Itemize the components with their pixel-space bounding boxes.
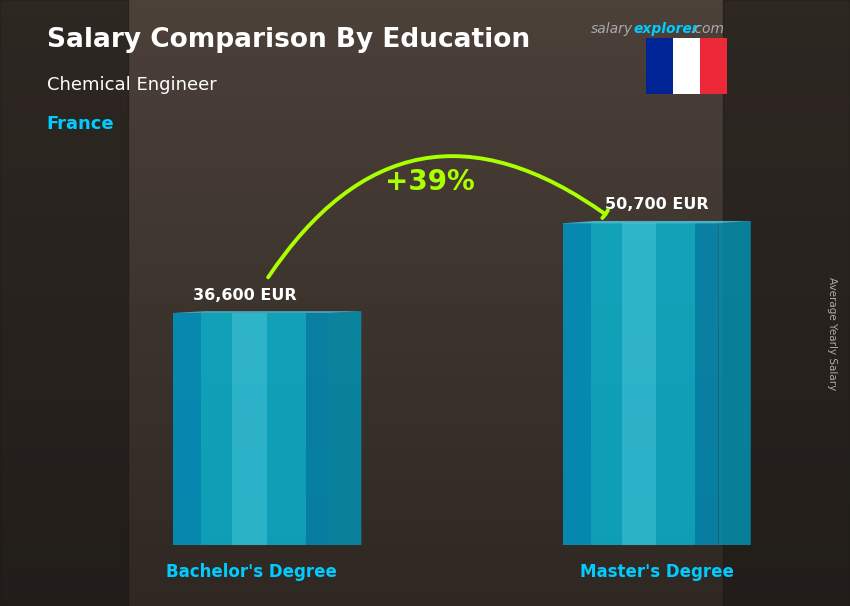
Polygon shape bbox=[563, 221, 751, 223]
Text: 36,600 EUR: 36,600 EUR bbox=[193, 287, 297, 302]
Polygon shape bbox=[173, 311, 361, 313]
Polygon shape bbox=[329, 311, 361, 545]
Bar bbox=[700, 38, 727, 94]
Text: 50,700 EUR: 50,700 EUR bbox=[605, 198, 709, 212]
Text: Master's Degree: Master's Degree bbox=[580, 563, 734, 581]
Polygon shape bbox=[232, 313, 267, 545]
Polygon shape bbox=[621, 223, 656, 545]
Text: Salary Comparison By Education: Salary Comparison By Education bbox=[47, 27, 530, 53]
Text: explorer: explorer bbox=[633, 22, 699, 36]
Polygon shape bbox=[563, 223, 591, 545]
Text: .com: .com bbox=[690, 22, 724, 36]
Polygon shape bbox=[695, 223, 718, 545]
Text: salary: salary bbox=[591, 22, 633, 36]
Text: Chemical Engineer: Chemical Engineer bbox=[47, 76, 217, 94]
Polygon shape bbox=[173, 313, 201, 545]
Text: Average Yearly Salary: Average Yearly Salary bbox=[827, 277, 837, 390]
Polygon shape bbox=[173, 313, 329, 545]
Polygon shape bbox=[563, 223, 718, 545]
Bar bbox=[646, 38, 673, 94]
Text: +39%: +39% bbox=[384, 168, 474, 196]
Bar bbox=[673, 38, 700, 94]
Text: France: France bbox=[47, 115, 115, 133]
Polygon shape bbox=[718, 221, 751, 545]
Text: Bachelor's Degree: Bachelor's Degree bbox=[166, 563, 337, 581]
Polygon shape bbox=[305, 313, 329, 545]
